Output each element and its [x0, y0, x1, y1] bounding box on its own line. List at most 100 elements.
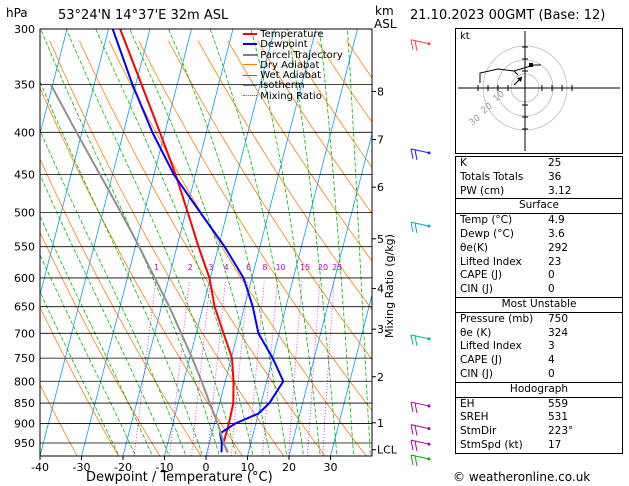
wind-barb-flag [414, 441, 418, 452]
most-unstable-title: Most Unstable [456, 296, 622, 313]
wind-barb-flag [410, 148, 414, 159]
index-label: θe(K) [460, 241, 488, 254]
dry-adiabat-line [40, 306, 119, 456]
pressure-tick-label: 900 [14, 418, 35, 431]
wet-adiabat-line [40, 215, 152, 455]
x-tick-label: -30 [73, 461, 91, 474]
index-value: 223° [548, 425, 574, 438]
pressure-tick-label: 700 [14, 327, 35, 340]
dry-adiabat-line [138, 40, 372, 412]
hodo-ring-label: 20 [480, 101, 495, 116]
wind-barb-dot [427, 224, 431, 228]
km-tick-label: 4 [377, 283, 384, 296]
mixing-ratio-line [307, 280, 321, 456]
legend-item-parcel: Parcel Trajectory [243, 50, 343, 61]
dry-adiabat-line [227, 40, 372, 262]
index-value: 750 [548, 312, 569, 325]
wet-adiabat-line [209, 29, 304, 455]
x-tick-label: -10 [156, 461, 174, 474]
pressure-tick-label: 750 [14, 352, 35, 365]
legend-label: Dry Adiabat [260, 59, 320, 71]
legend-swatch [243, 95, 257, 97]
indices-panel: K 25 Totals Totals 36 PW (cm) 3.12 Surface … [455, 156, 623, 454]
index-label: CAPE (J) [460, 354, 503, 367]
legend-label: Isotherm [260, 80, 305, 92]
index-value: 4 [548, 354, 555, 367]
unstable-row: CAPE (J) 4 [456, 354, 622, 368]
legend-item-wet-adiabat: Wet Adiabat [243, 71, 343, 81]
surface-row: θe(K) 292 [456, 242, 622, 256]
km-tick-label: 2 [377, 371, 384, 384]
km-tick-label: 1 [377, 417, 384, 430]
pressure-tick-label: 850 [14, 397, 35, 410]
hodo-row: StmSpd (kt) 17 [456, 439, 622, 453]
pressure-tick-label: 800 [14, 375, 35, 388]
mixing-ratio-label: 4 [224, 263, 229, 272]
km-tick-label: 5 [377, 233, 384, 246]
index-value: 3.6 [548, 227, 565, 240]
wind-barb-flag [410, 334, 414, 345]
index-label: Totals Totals [460, 170, 524, 183]
legend-item-mixing-ratio: Mixing Ratio [243, 91, 343, 102]
x-tick-label: 10 [241, 461, 255, 474]
dry-adiabat-line [40, 231, 161, 456]
dry-adiabat-line [197, 40, 372, 311]
mixing-ratio-line [230, 280, 249, 456]
legend-swatch [243, 53, 257, 56]
copyright-credit[interactable]: © weatheronline.co.uk [453, 470, 591, 484]
index-label: Temp (°C) [460, 214, 513, 227]
unstable-row: Lifted Index 3 [456, 340, 622, 354]
index-row-k: K 25 [456, 157, 622, 171]
wind-barb-flag [414, 455, 418, 467]
wind-barb-dot [427, 442, 431, 446]
index-label: StmSpd (kt) [460, 438, 523, 451]
wind-barb-staff [410, 39, 430, 45]
wet-adiabat-line [40, 253, 136, 455]
index-label: PW (cm) [460, 184, 505, 197]
x-axis-title: Dewpoint / Temperature (°C) [86, 470, 273, 485]
wind-barb-staff [410, 221, 430, 227]
index-value: 0 [548, 367, 555, 380]
km-tick-label: 7 [377, 133, 384, 146]
dry-adiabat-line [79, 40, 326, 456]
wind-barb-flag [414, 335, 418, 346]
wet-adiabat-line [319, 29, 354, 455]
legend-swatch [243, 64, 257, 66]
axes: 3003504004505005506006507007508008509009… [14, 23, 398, 474]
legend-label: Temperature [260, 29, 324, 40]
dry-adiabat-line [168, 40, 372, 361]
asl-label: ASL [374, 17, 397, 31]
surface-row: CIN (J) 0 [456, 283, 622, 297]
wind-barb-flag [414, 402, 418, 414]
km-tick-label: 3 [377, 323, 384, 336]
index-label: K [460, 157, 467, 169]
wind-barb-staff [410, 454, 430, 460]
wet-adiabat-line [287, 29, 338, 455]
hodo-ring-label: 30 [468, 113, 483, 128]
mixing-ratio-label: 8 [262, 263, 267, 272]
index-label: Pressure (mb) [460, 312, 534, 325]
wind-barb-dot [427, 427, 431, 431]
sounding-curves [49, 29, 285, 453]
index-label: CIN (J) [460, 283, 493, 296]
legend-item-dry-adiabat: Dry Adiabat [243, 59, 343, 71]
x-tick-label: -20 [114, 461, 132, 474]
wind-barb-dot [427, 404, 431, 408]
wind-barb-dot [427, 42, 431, 46]
wind-barb-flag [414, 222, 418, 234]
index-row-totals: Totals Totals 36 [456, 171, 622, 185]
dry-adiabat-line [40, 158, 202, 456]
wind-barb-staff [410, 334, 430, 340]
hodo-ring-label: 10 [492, 89, 507, 104]
x-tick-label: 20 [282, 461, 296, 474]
forecast-datetime: 21.10.2023 00GMT (Base: 12) [410, 8, 606, 23]
legend-swatch [243, 84, 257, 86]
index-value: 3.12 [548, 184, 572, 197]
legend-swatch [243, 43, 257, 46]
surface-row: CAPE (J) 0 [456, 269, 622, 283]
chart-legend: Temperature Dewpoint Parcel Trajectory D… [243, 29, 343, 102]
index-value: 23 [548, 255, 562, 268]
mixing-ratio-label: 3 [208, 263, 213, 272]
index-label: SREH [460, 411, 489, 424]
surface-title: Surface [456, 198, 622, 215]
